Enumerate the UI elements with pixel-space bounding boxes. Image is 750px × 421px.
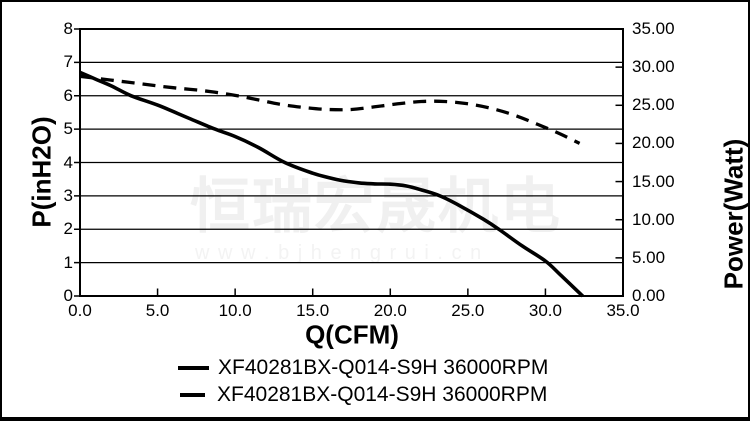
left-axis-tick-label: 7 [63, 52, 73, 72]
left-axis-tick-label: 4 [63, 152, 73, 172]
solid-line-legend-marker [178, 366, 209, 370]
left-axis-tick-label: 2 [63, 219, 73, 239]
right-axis-tick-label: 30.00 [632, 57, 675, 77]
left-axis-title: P(inH2O) [26, 116, 57, 228]
legend-label-power: XF40281BX-Q014-S9H 36000RPM [217, 383, 548, 406]
right-axis-tick-label: 35.00 [632, 19, 675, 38]
x-axis-tick-label: 25.0 [451, 301, 485, 320]
right-axis-tick-label: 15.00 [632, 171, 675, 191]
watermark-url-text: w w w . b j h e n g r u i . c n [195, 242, 483, 264]
x-axis-tick-label: 5.0 [145, 301, 170, 320]
right-axis-tick-label: 5.00 [632, 247, 666, 267]
x-axis-tick-label: 15.0 [296, 301, 330, 320]
legend-entry-pressure: XF40281BX-Q014-S9H 36000RPM [178, 356, 548, 380]
pressure-curve [79, 70, 584, 298]
x-axis-title: Q(CFM) [305, 319, 399, 350]
power-curve [79, 74, 581, 145]
x-axis-tick-label: 20.0 [373, 301, 407, 320]
x-axis-tick-label: 35.0 [606, 301, 640, 320]
legend-label-pressure: XF40281BX-Q014-S9H 36000RPM [218, 356, 549, 379]
left-axis-tick-label: 8 [63, 19, 73, 38]
left-axis-tick-label: 1 [63, 252, 73, 272]
x-axis-tick-label: 10.0 [218, 301, 252, 320]
legend-entry-power: XF40281BX-Q014-S9H 36000RPM [178, 383, 547, 407]
right-axis-tick-label: 25.00 [632, 95, 675, 115]
left-axis-tick-label: 5 [63, 119, 73, 139]
x-axis-tick-label: 0.0 [68, 301, 92, 320]
right-axis-title: Power(Watt) [718, 138, 749, 290]
x-axis-tick-label: 30.0 [528, 301, 562, 320]
left-axis-tick-label: 6 [63, 85, 73, 105]
right-axis-tick-label: 0.00 [632, 286, 666, 305]
left-axis-tick-label: 0 [63, 286, 73, 305]
left-axis-tick-label: 3 [63, 185, 73, 205]
dashed-line-legend-marker [180, 393, 205, 397]
right-axis-tick-label: 10.00 [632, 209, 675, 229]
right-axis-tick-label: 20.00 [632, 133, 675, 153]
